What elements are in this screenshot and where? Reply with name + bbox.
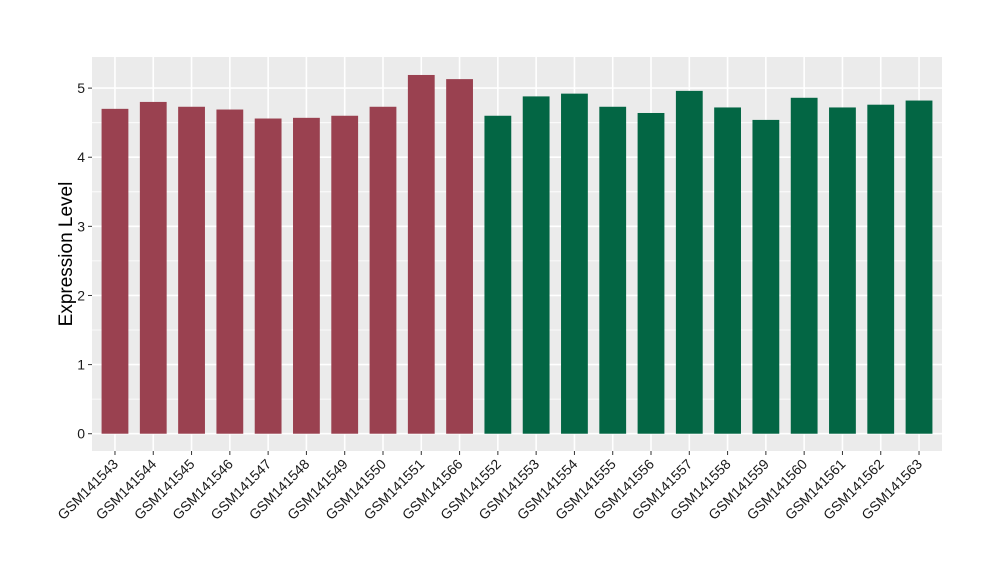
y-tick-label: 4 bbox=[77, 149, 85, 165]
bar-GSM141543 bbox=[101, 108, 129, 434]
bar-GSM141553 bbox=[522, 96, 550, 434]
bar-GSM141560 bbox=[790, 97, 818, 434]
y-tick-label: 3 bbox=[77, 218, 85, 234]
bar-GSM141556 bbox=[637, 112, 665, 434]
bar-GSM141544 bbox=[139, 101, 167, 434]
y-tick-label: 2 bbox=[77, 287, 85, 303]
x-axis: GSM141543GSM141544GSM141545GSM141546GSM1… bbox=[54, 451, 925, 523]
bar-GSM141554 bbox=[561, 93, 588, 434]
y-axis-title: Expression Level bbox=[56, 182, 77, 327]
bars bbox=[101, 74, 933, 434]
bar-GSM141557 bbox=[675, 90, 703, 434]
bar-GSM141550 bbox=[369, 106, 397, 434]
y-tick-label: 5 bbox=[77, 80, 85, 96]
bar-GSM141545 bbox=[178, 106, 205, 434]
bar-GSM141547 bbox=[254, 118, 282, 434]
y-axis: 0 1 2 3 4 5 bbox=[77, 80, 92, 442]
bar-GSM141559 bbox=[752, 119, 780, 434]
bar-GSM141558 bbox=[714, 107, 741, 434]
bar-GSM141561 bbox=[829, 107, 856, 434]
bar-GSM141552 bbox=[484, 115, 512, 434]
bar-GSM141549 bbox=[331, 115, 359, 434]
bar-GSM141566 bbox=[446, 79, 473, 434]
bar-GSM141546 bbox=[216, 109, 244, 434]
bar-GSM141548 bbox=[293, 117, 320, 434]
bar-GSM141562 bbox=[867, 104, 895, 434]
y-tick-label: 0 bbox=[77, 426, 85, 442]
bar-GSM141563 bbox=[905, 100, 933, 434]
bar-GSM141555 bbox=[599, 106, 627, 434]
y-tick-label: 1 bbox=[77, 357, 85, 373]
bar-GSM141551 bbox=[407, 74, 435, 434]
